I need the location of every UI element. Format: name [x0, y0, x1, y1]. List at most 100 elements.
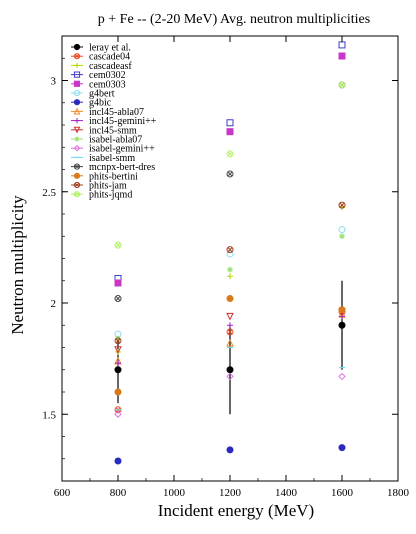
data-point [114, 241, 122, 249]
legend-marker [73, 71, 81, 78]
y-axis-label: Neutron multiplicity [8, 195, 27, 335]
legend-item: g4bert [71, 89, 115, 100]
legend-marker [73, 53, 81, 60]
legend-item: mcnpx-bert-dres [71, 162, 155, 173]
legend-label: cem0303 [89, 79, 126, 90]
data-point [226, 338, 234, 347]
legend-label: isabel-smm [89, 153, 135, 164]
legend-item: incl45-abla07 [71, 107, 144, 118]
legend-item: leray et al. [71, 43, 131, 54]
x-tick-label: 1400 [275, 487, 298, 499]
data-point [227, 273, 233, 280]
x-tick-label: 1600 [331, 487, 354, 499]
legend-label: cascadeasf [89, 61, 132, 72]
data-point [114, 457, 122, 465]
legend-item: cascadeasf [71, 61, 132, 72]
data-point [114, 388, 122, 396]
legend-label: mcnpx-bert-dres [89, 162, 155, 173]
data-point [114, 279, 122, 287]
data-point [114, 346, 122, 354]
data-point [338, 226, 346, 234]
legend-marker [73, 80, 81, 87]
data-point [226, 170, 234, 178]
legend-label: leray et al. [89, 43, 131, 54]
legend-item: phits-bertini [71, 171, 138, 182]
data-point [226, 246, 234, 254]
legend-label: incl45-abla07 [89, 107, 144, 118]
data-point [226, 372, 234, 381]
x-tick-label: 1200 [219, 487, 242, 499]
data-point [339, 233, 345, 240]
legend-item: isabel-gemini++ [71, 144, 155, 155]
legend-marker [73, 107, 81, 115]
data-point [227, 322, 233, 329]
legend-marker [73, 181, 81, 189]
data-point [226, 446, 234, 454]
data-point [114, 410, 122, 418]
legend-label: cascade04 [89, 52, 130, 63]
legend-marker [73, 43, 81, 51]
data-point [226, 312, 234, 321]
legend-marker [74, 62, 80, 68]
legend-marker [73, 126, 81, 134]
legend-marker [73, 99, 81, 106]
legend-marker [73, 144, 81, 152]
legend-item: phits-jqmd [71, 190, 132, 201]
data-point [226, 150, 234, 158]
axis-ticks: 600 800 1000 1200 1400 1600 1800 1.5 2 2.5 3 [42, 36, 410, 499]
legend-label: phits-jqmd [89, 190, 132, 201]
legend-item: isabel-abla07 [71, 135, 142, 146]
data-point [338, 81, 346, 89]
data-point [114, 366, 122, 374]
legend-marker [74, 118, 80, 124]
data-point [226, 250, 234, 258]
data-point [338, 41, 346, 49]
legend-label: incl45-smm [89, 125, 137, 136]
legend-item: cem0302 [71, 70, 126, 81]
data-point [114, 337, 122, 345]
data-point [226, 366, 234, 374]
legend-marker [73, 191, 81, 198]
y-tick-label: 2.5 [42, 187, 56, 199]
x-tick-label: 800 [110, 487, 127, 499]
data-point [338, 444, 346, 452]
legend-label: isabel-abla07 [89, 135, 142, 146]
legend-label: g4bert [89, 89, 115, 100]
y-tick-label: 2 [51, 298, 57, 310]
legend-marker [73, 172, 81, 179]
legend: leray et al.cascade04cascadeasfcem0302ce… [71, 43, 157, 201]
y-tick-label: 1.5 [42, 409, 56, 421]
chart-title: p + Fe -- (2-20 MeV) Avg. neutron multip… [98, 12, 370, 27]
legend-item: cem0303 [71, 79, 126, 90]
x-tick-label: 600 [54, 487, 71, 499]
legend-label: incl45-gemini++ [89, 116, 157, 127]
x-tick-label: 1000 [163, 487, 186, 499]
y-tick-label: 3 [51, 76, 57, 88]
legend-label: phits-bertini [89, 171, 138, 182]
data-point [338, 52, 346, 60]
data-point [338, 306, 346, 314]
legend-marker [73, 89, 81, 97]
data-point [114, 295, 122, 303]
x-tick-label: 1800 [387, 487, 410, 499]
legend-label: isabel-gemini++ [89, 144, 155, 155]
legend-item: phits-jam [71, 181, 127, 192]
legend-marker [74, 136, 80, 142]
x-axis-label: Incident energy (MeV) [158, 501, 314, 520]
data-point [338, 321, 346, 329]
data-point [115, 360, 121, 367]
legend-item: isabel-smm [71, 153, 135, 164]
data-point [227, 266, 233, 273]
legend-item: incl45-gemini++ [71, 116, 157, 127]
data-point [226, 295, 234, 303]
legend-item: incl45-smm [71, 125, 137, 136]
legend-label: g4bic [89, 98, 112, 109]
legend-item: cascade04 [71, 52, 130, 63]
data-point [226, 328, 234, 336]
data-point [226, 128, 234, 136]
legend-marker [73, 163, 81, 170]
legend-label: cem0302 [89, 70, 126, 81]
legend-item: g4bic [71, 98, 112, 109]
data-point [226, 119, 234, 127]
